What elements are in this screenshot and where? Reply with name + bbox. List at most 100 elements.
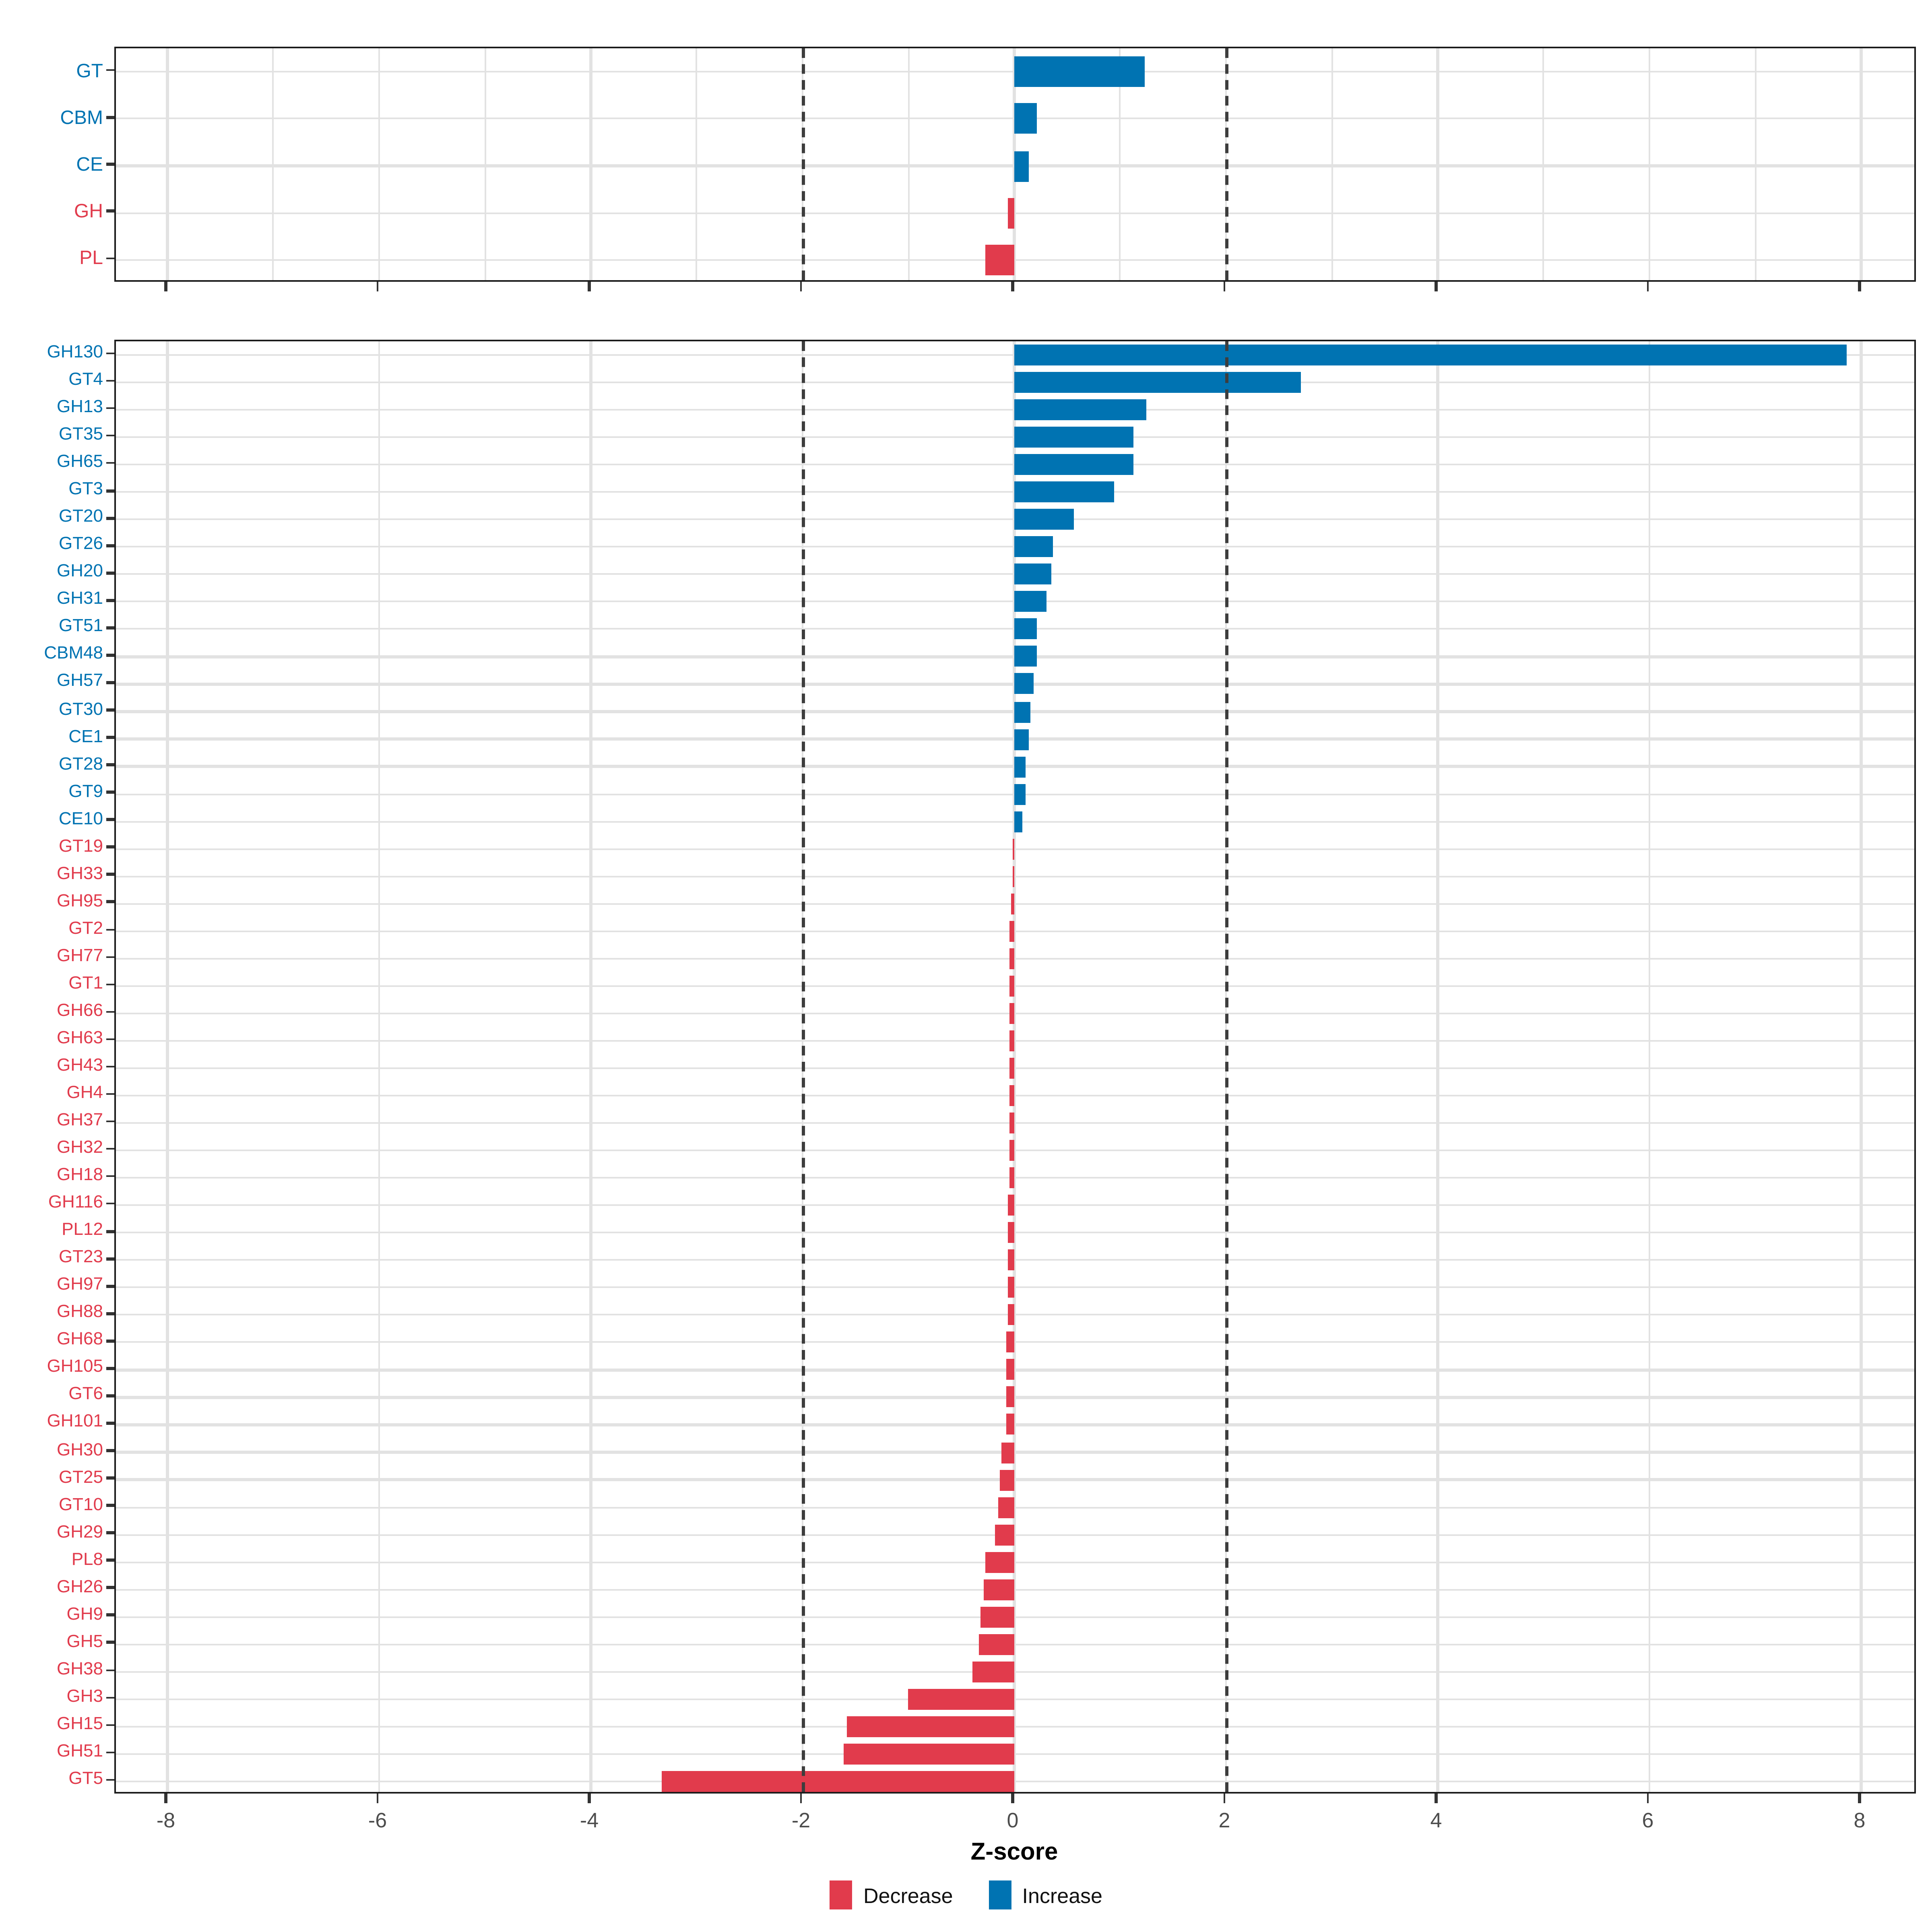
axis-label-GT5: GT5 [68, 1769, 103, 1789]
gridline-row-GH101 [116, 1424, 1914, 1426]
gridline-x--6 [378, 48, 380, 280]
x-tick-label--4: -4 [580, 1808, 599, 1832]
x-tick-4 [1435, 1794, 1438, 1803]
y-tick-GT20 [106, 516, 114, 520]
bar-GH5 [979, 1634, 1014, 1655]
y-tick-GH3 [106, 1696, 114, 1699]
axis-label-GH51: GH51 [57, 1742, 103, 1761]
y-tick-GH95 [106, 900, 114, 904]
x-tick--4 [588, 282, 591, 291]
x-tick-label-2: 2 [1218, 1808, 1230, 1832]
bar-GT2 [1010, 921, 1014, 942]
y-tick-GT4 [106, 380, 114, 382]
y-tick-GH105 [106, 1367, 114, 1370]
axis-label-GH29: GH29 [57, 1522, 103, 1542]
bar-GH68 [1007, 1332, 1014, 1353]
axis-label-PL: PL [79, 247, 103, 270]
y-tick-GH4 [106, 1092, 114, 1096]
axis-label-GT6: GT6 [68, 1385, 103, 1405]
legend-key-increase-swatch [988, 1880, 1011, 1909]
axis-label-GH18: GH18 [57, 1166, 103, 1185]
bar-GT28 [1014, 756, 1026, 777]
axis-label-GH95: GH95 [57, 892, 103, 911]
axis-label-GH26: GH26 [57, 1577, 103, 1597]
family-detail-panel [114, 340, 1916, 1794]
gridline-row-GT6 [116, 1396, 1914, 1399]
bar-GH43 [1009, 1058, 1014, 1079]
gridline-row-GH9 [116, 1616, 1914, 1618]
x-tick-label--6: -6 [368, 1808, 387, 1832]
gridline-row-GH95 [116, 902, 1914, 905]
bar-GT6 [1007, 1387, 1014, 1408]
y-tick-CE1 [106, 736, 114, 739]
axis-label-GH38: GH38 [57, 1660, 103, 1679]
bar-GH105 [1007, 1359, 1014, 1381]
y-tick-GH88 [106, 1312, 114, 1315]
y-tick-GH31 [106, 599, 114, 602]
gridline-row-GT10 [116, 1506, 1914, 1508]
axis-label-GH66: GH66 [57, 1001, 103, 1021]
axis-label-GT1: GT1 [68, 974, 103, 993]
y-tick-PL12 [106, 1230, 114, 1233]
bar-GH32 [1009, 1140, 1014, 1161]
x-tick-0 [1011, 1794, 1014, 1803]
gridline-x-6 [1648, 48, 1651, 280]
gridline-row-GT25 [116, 1478, 1914, 1481]
gridline-row-GH63 [116, 1040, 1914, 1042]
x-tick--4 [588, 1794, 591, 1803]
gridline-row-GT2 [116, 930, 1914, 932]
class-summary-panel [114, 47, 1916, 282]
axis-label-GT26: GT26 [58, 535, 103, 555]
gridline-x-7 [1754, 48, 1757, 280]
bar-GH4 [1009, 1085, 1014, 1106]
axis-label-CBM: CBM [60, 106, 103, 129]
legend-label-decrease: Decrease [863, 1883, 953, 1907]
gridline-row-GH30 [116, 1451, 1914, 1453]
axis-label-GT30: GT30 [58, 700, 103, 719]
y-tick-GH15 [106, 1724, 114, 1726]
axis-label-PL8: PL8 [71, 1550, 103, 1569]
y-tick-GH38 [106, 1669, 114, 1672]
gridline-x--4 [590, 341, 592, 1792]
gridline-row-GH4 [116, 1094, 1914, 1097]
bar-GH33 [1012, 865, 1014, 887]
y-tick-PL8 [106, 1559, 114, 1562]
y-tick-GT10 [106, 1504, 114, 1507]
y-tick-GH33 [106, 873, 114, 876]
y-tick-GH57 [106, 681, 114, 684]
gridline-x-6 [1648, 341, 1651, 1792]
axis-label-GH116: GH116 [48, 1193, 103, 1213]
gridline-x-1 [1119, 48, 1121, 280]
axis-label-GH130: GH130 [47, 343, 103, 363]
y-tick-GH37 [106, 1120, 114, 1123]
gridline-x--6 [378, 341, 380, 1792]
x-tick--6 [376, 282, 379, 291]
axis-label-GT3: GT3 [68, 480, 103, 500]
gridline-x--3 [696, 48, 698, 280]
axis-label-GH15: GH15 [57, 1714, 103, 1734]
gridline-row-GH33 [116, 875, 1914, 877]
x-tick-8 [1858, 1794, 1861, 1803]
bar-GT9 [1014, 783, 1025, 805]
gridline-row-GH [116, 212, 1914, 214]
y-tick-GH116 [106, 1202, 114, 1205]
y-tick-GH51 [106, 1751, 114, 1754]
axis-label-GT2: GT2 [68, 919, 103, 939]
axis-label-CE1: CE1 [68, 727, 103, 747]
y-tick-PL [106, 257, 114, 260]
gridline-row-GT5 [116, 1780, 1914, 1783]
legend-label-increase: Increase [1022, 1883, 1103, 1907]
bar-GH116 [1008, 1195, 1014, 1216]
axis-label-GH: GH [74, 200, 103, 223]
axis-label-GH97: GH97 [57, 1276, 103, 1295]
axis-label-GT23: GT23 [58, 1248, 103, 1267]
axis-label-GH68: GH68 [57, 1330, 103, 1350]
y-tick-GH101 [106, 1422, 114, 1425]
axis-label-PL12: PL12 [62, 1220, 103, 1240]
bar-PL8 [985, 1551, 1014, 1573]
gridline-row-GH97 [116, 1286, 1914, 1289]
y-tick-GH130 [106, 352, 114, 355]
dashed-line-x-2 [1224, 48, 1228, 280]
gridline-row-GH37 [116, 1122, 1914, 1124]
axis-label-GT35: GT35 [58, 425, 103, 445]
